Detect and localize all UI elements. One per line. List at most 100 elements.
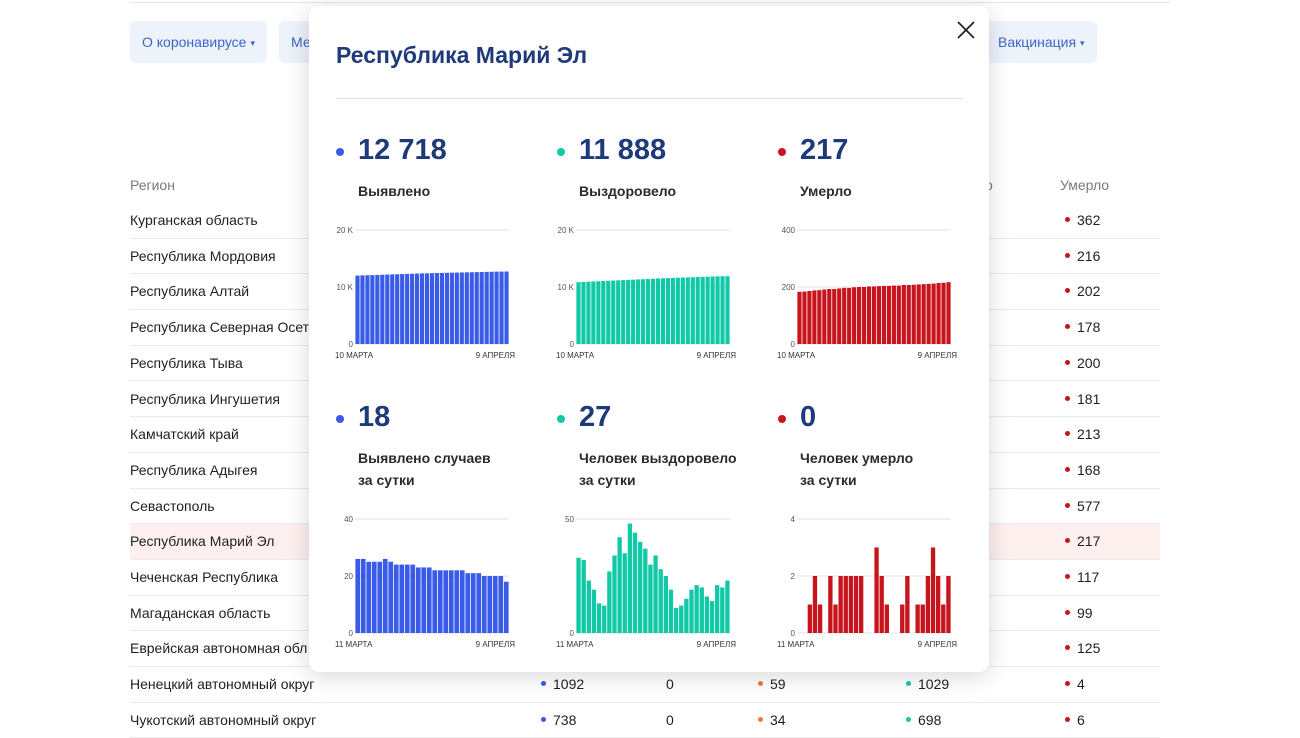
bar (694, 585, 699, 633)
cell-value: 577 (1077, 497, 1101, 514)
cell-cases: 1092 (541, 676, 584, 692)
red-dot-icon (778, 415, 786, 423)
bar (725, 580, 730, 633)
region-name: Камчатский край (130, 426, 239, 443)
bar (355, 275, 360, 344)
bar (444, 272, 449, 344)
bar (390, 274, 395, 344)
stat-value: 12 718 (358, 134, 447, 166)
bar (443, 570, 449, 633)
bar (484, 271, 489, 344)
bar (675, 277, 680, 344)
dot-icon (1065, 217, 1070, 222)
bar (725, 276, 730, 344)
y-tick-label: 0 (349, 340, 354, 349)
cell-value: 34 (770, 711, 786, 728)
cell-value: 0 (666, 676, 674, 693)
y-tick-label: 0 (570, 340, 575, 349)
dot-icon (1065, 681, 1070, 687)
stat-label: Человек умерло за сутки (800, 450, 914, 488)
bar (481, 576, 487, 633)
bar (399, 564, 405, 633)
header-died[interactable]: Умерло (1060, 177, 1110, 193)
bar (617, 537, 622, 633)
green-dot-icon (557, 415, 565, 423)
bar (611, 280, 616, 344)
nav-about-coronavirus[interactable]: О коронавирусе ▾ (130, 21, 267, 63)
bar (421, 567, 427, 633)
stat-label: Умерло (800, 183, 852, 199)
bar (900, 604, 905, 633)
bar (668, 589, 674, 633)
dot-icon (1065, 716, 1070, 722)
cell-value: 181 (1077, 390, 1101, 407)
bar (498, 576, 504, 633)
bar (833, 604, 838, 633)
cell-value: 125 (1077, 640, 1101, 657)
cell-value: 178 (1077, 319, 1101, 336)
bar (636, 279, 641, 344)
bar (926, 283, 931, 344)
bar (946, 576, 951, 633)
cell-value: 217 (1077, 533, 1101, 550)
cell-value: 213 (1077, 426, 1101, 443)
nav-label: Вакцинация (998, 34, 1077, 50)
bar (876, 286, 882, 344)
bar (494, 271, 499, 344)
bar (817, 290, 822, 344)
bar (828, 576, 833, 633)
red-dot-icon (778, 148, 786, 156)
bar (454, 570, 460, 633)
x-tick-label-end: 9 АПРЕЛЯ (476, 351, 516, 360)
bar (925, 576, 931, 633)
close-icon[interactable] (955, 19, 977, 41)
cell-died: 117 (1065, 569, 1099, 585)
dot-icon (1065, 466, 1070, 472)
bar (874, 547, 879, 633)
bar (415, 567, 421, 633)
y-tick-label: 200 (782, 283, 796, 292)
bar (921, 284, 926, 344)
bar (437, 570, 443, 633)
y-tick-label: 400 (782, 226, 796, 235)
nav-label: О коронавирусе (142, 34, 247, 50)
dot-icon (906, 681, 911, 687)
dot-icon (1065, 538, 1070, 544)
dot-icon (906, 716, 911, 722)
bar (710, 276, 715, 344)
bar (720, 276, 725, 344)
y-tick-label: 10 K (558, 283, 575, 292)
bar (645, 278, 651, 344)
bar (479, 272, 484, 344)
bar (499, 271, 504, 344)
cell-value: 362 (1077, 212, 1101, 228)
bar (426, 567, 432, 633)
bar (432, 570, 438, 633)
bar (931, 283, 936, 344)
bar (465, 573, 471, 633)
dot-icon (1065, 574, 1070, 579)
bar (365, 275, 370, 344)
dot-icon (1065, 288, 1070, 294)
region-name: Чеченская Республика (130, 569, 278, 585)
x-tick-label-start: 10 МАРТА (556, 351, 595, 360)
chart-recovered-daily: 50 0 11 МАРТА 9 АПРЕЛЯ (556, 515, 736, 649)
chart-recovered-cumulative: 20 K 10 K 0 10 МАРТА 9 АПРЕЛЯ (556, 226, 737, 360)
cell-recovered: 698 (906, 712, 941, 728)
bar (469, 272, 474, 344)
bar (596, 281, 601, 344)
region-name: Республика Марий Эл (130, 533, 275, 550)
bar (936, 283, 941, 344)
bar (581, 560, 586, 633)
y-tick-label: 50 (565, 515, 574, 524)
bar (476, 573, 482, 633)
header-region[interactable]: Регион (130, 177, 175, 193)
x-tick-label-end: 9 АПРЕЛЯ (697, 351, 737, 360)
cell-value: 117 (1077, 569, 1100, 585)
table-row[interactable]: Ненецкий автономный округ 1092 0 59 1029 4 (130, 667, 1160, 703)
bar (901, 285, 906, 344)
bar (393, 564, 399, 633)
bar (673, 607, 679, 633)
stat-label: Человек выздоровело за сутки (579, 450, 737, 488)
nav-vaccination[interactable]: Вакцинация ▾ (986, 21, 1097, 63)
